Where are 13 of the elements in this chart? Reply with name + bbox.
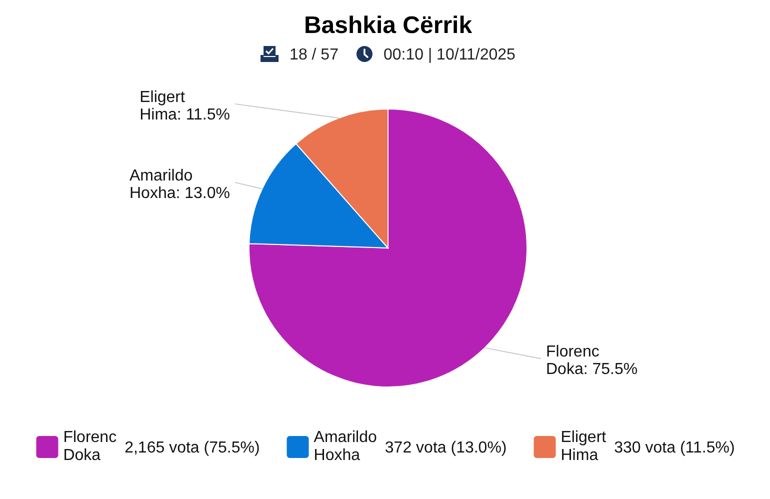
legend-label: Eligert Hima bbox=[560, 429, 607, 464]
text: 372 vota (13.0%) bbox=[384, 440, 507, 456]
data-label: Amarildo Hoxha: 13.0% bbox=[129, 167, 230, 202]
chart-subtitle: 18 / 57 bbox=[290, 46, 339, 64]
chart-title: Bashkia Cërrik bbox=[304, 12, 473, 39]
pie-slice bbox=[248, 108, 528, 388]
legend-label: Florenc Doka bbox=[63, 429, 117, 464]
legend-label: Amarildo Hoxha bbox=[314, 429, 378, 464]
text: 00:10 | 10/11/2025 bbox=[383, 46, 516, 64]
data-label: Eligert Hima: 11.5% bbox=[140, 88, 230, 124]
text: 330 vota (11.5%) bbox=[614, 440, 735, 456]
data-label: Florenc Doka: 75.5% bbox=[546, 344, 638, 378]
text: 2,165 vota (75.5%) bbox=[124, 440, 260, 456]
